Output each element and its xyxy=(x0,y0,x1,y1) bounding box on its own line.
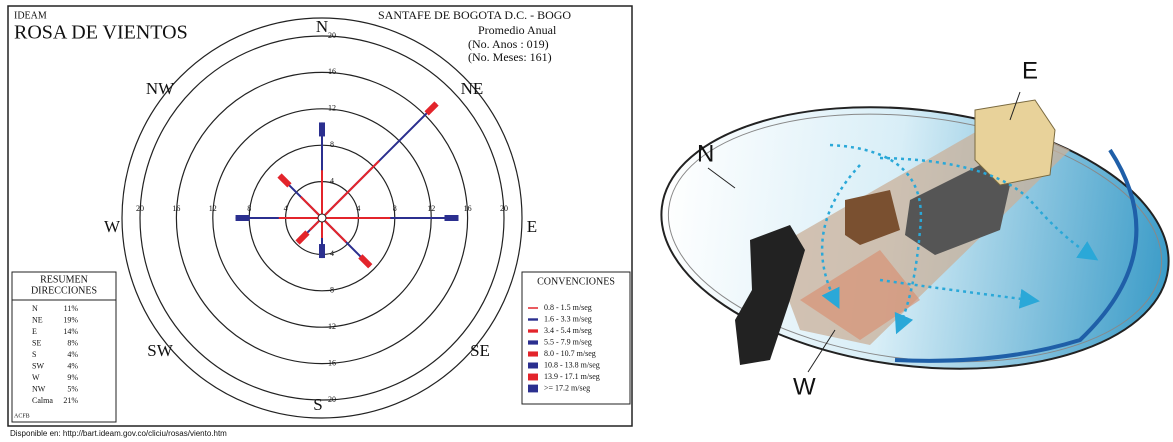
ring-label: 8 xyxy=(393,204,397,213)
summary-direction: N xyxy=(32,304,38,313)
summary-direction: NE xyxy=(32,315,43,324)
compass-label: W xyxy=(104,217,121,236)
rose-title: ROSA DE VIENTOS xyxy=(14,22,188,44)
compass-label: E xyxy=(527,217,537,236)
legend-label: 10.8 - 13.8 m/seg xyxy=(544,360,600,369)
compass-label: NW xyxy=(146,79,175,98)
legend-title: CONVENCIONES xyxy=(537,276,615,287)
legend-label: 3.4 - 5.4 m/seg xyxy=(544,326,592,335)
summary-direction: Calma xyxy=(32,396,53,405)
ring-label: 16 xyxy=(328,358,336,367)
page: IDEAM ROSA DE VIENTOS SANTAFE DE BOGOTA … xyxy=(0,0,1173,442)
ring-label: 8 xyxy=(330,286,334,295)
source: IDEAM xyxy=(14,10,47,21)
compass-label: S xyxy=(313,395,322,414)
ring-label: 16 xyxy=(464,204,472,213)
summary-title: RESUMEN xyxy=(40,274,88,285)
legend-label: 0.8 - 1.5 m/seg xyxy=(544,303,592,312)
ring-label: 4 xyxy=(330,176,334,185)
compass-label: SW xyxy=(147,341,173,360)
ring-label: 12 xyxy=(328,104,336,113)
label-n: N xyxy=(697,140,714,167)
compass-label: NE xyxy=(461,79,484,98)
summary-direction: NW xyxy=(32,384,46,393)
summary-percent: 9% xyxy=(67,373,78,382)
legend-label: >= 17.2 m/seg xyxy=(544,383,590,392)
label-e: E xyxy=(1022,57,1038,84)
illustration: N E W xyxy=(646,57,1173,400)
compass-label: N xyxy=(316,17,328,36)
summary-percent: 21% xyxy=(63,396,78,405)
ring-label: 12 xyxy=(328,322,336,331)
summary-percent: 5% xyxy=(67,384,78,393)
legend-label: 1.6 - 3.3 m/seg xyxy=(544,314,592,323)
signature: ACFB xyxy=(14,413,30,419)
summary-percent: 8% xyxy=(67,338,78,347)
calm-circle xyxy=(318,214,326,222)
ring-label: 20 xyxy=(328,31,336,40)
period: Promedio Anual xyxy=(478,23,557,37)
ring-label: 20 xyxy=(500,204,508,213)
ring-label: 12 xyxy=(209,204,217,213)
summary-direction: E xyxy=(32,327,37,336)
summary-percent: 14% xyxy=(63,327,78,336)
summary-percent: 11% xyxy=(64,304,79,313)
summary-direction: SE xyxy=(32,338,41,347)
summary-direction: S xyxy=(32,350,36,359)
years: (No. Anos : 019) xyxy=(468,37,549,51)
ring-label: 4 xyxy=(356,204,360,213)
summary-percent: 4% xyxy=(67,350,78,359)
compass-label: SE xyxy=(470,341,490,360)
ring-label: 16 xyxy=(172,204,180,213)
tower xyxy=(975,100,1055,185)
summary-direction: SW xyxy=(32,361,44,370)
summary-direction: W xyxy=(32,373,40,382)
ring-label: 8 xyxy=(247,204,251,213)
label-w: W xyxy=(793,373,816,400)
legend-label: 5.5 - 7.9 m/seg xyxy=(544,337,592,346)
months: (No. Meses: 161) xyxy=(468,50,552,64)
ring-label: 8 xyxy=(330,140,334,149)
ring-label: 4 xyxy=(284,204,288,213)
ring-label: 16 xyxy=(328,67,336,76)
ring-label: 4 xyxy=(330,249,334,258)
ring-label: 20 xyxy=(136,204,144,213)
legend-label: 8.0 - 10.7 m/seg xyxy=(544,349,596,358)
ring-label: 20 xyxy=(328,395,336,404)
summary-title: DIRECCIONES xyxy=(31,285,97,296)
station: SANTAFE DE BOGOTA D.C. - BOGO xyxy=(378,8,571,22)
summary-percent: 4% xyxy=(67,361,78,370)
legend-label: 13.9 - 17.1 m/seg xyxy=(544,372,600,381)
summary-percent: 19% xyxy=(63,315,78,324)
ring-label: 12 xyxy=(427,204,435,213)
footer: Disponible en: http://bart.ideam.gov.co/… xyxy=(10,429,227,438)
